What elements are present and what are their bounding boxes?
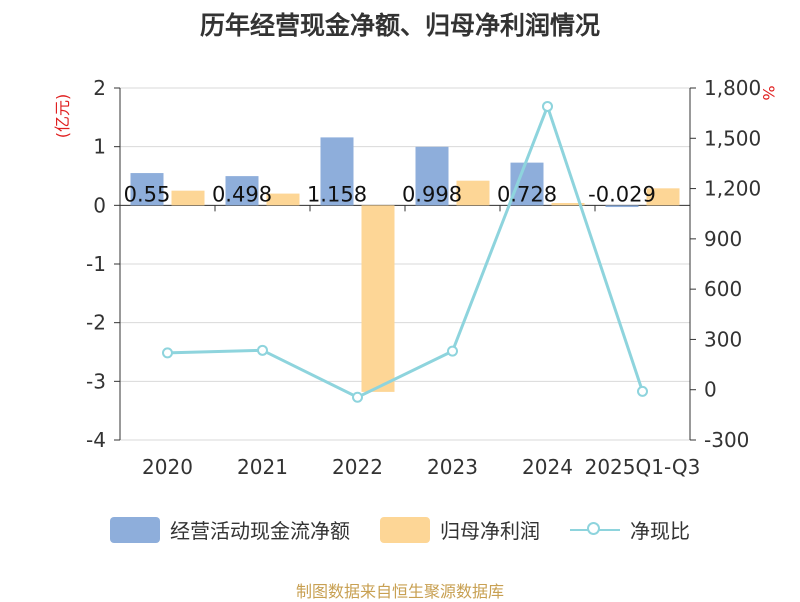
y-left-tick-label: -2 bbox=[86, 311, 106, 335]
y-right-tick-label: 1,500 bbox=[704, 126, 761, 150]
ratio-line-icon bbox=[570, 517, 620, 543]
legend-item-ratio[interactable]: 净现比 bbox=[570, 515, 690, 544]
ratio-point bbox=[352, 391, 363, 403]
y-right-tick-label: 1,200 bbox=[704, 177, 761, 201]
cashflow-bar bbox=[225, 176, 259, 206]
legend-item-netprofit[interactable]: 归母净利润 bbox=[380, 515, 540, 544]
cashflow-data-label: 0.998 bbox=[402, 182, 462, 206]
netprofit-swatch-icon bbox=[380, 516, 430, 543]
cashflow-data-label: 1.158 bbox=[307, 182, 367, 206]
x-tick-label: 2022 bbox=[332, 455, 383, 479]
ratio-point bbox=[447, 345, 458, 357]
cashflow-data-label: -0.029 bbox=[588, 182, 656, 206]
y-right-tick-label: 900 bbox=[704, 227, 742, 251]
cashflow-data-label: 0.728 bbox=[497, 182, 557, 206]
legend: 经营活动现金流净额 归母净利润 净现比 bbox=[0, 515, 800, 544]
y-left-axis-label: (亿元) bbox=[53, 94, 72, 139]
y-left-tick-label: 0 bbox=[93, 193, 106, 217]
ratio-line bbox=[167, 102, 644, 399]
netprofit-bar bbox=[456, 180, 490, 206]
y-right-tick-label: 1,800 bbox=[704, 76, 761, 100]
legend-item-cashflow[interactable]: 经营活动现金流净额 bbox=[110, 515, 350, 544]
ratio-point bbox=[162, 347, 173, 359]
netprofit-bar bbox=[361, 205, 395, 392]
x-tick-label: 2024 bbox=[522, 455, 573, 479]
y-right-tick-label: 600 bbox=[704, 277, 742, 301]
netprofit-bar bbox=[171, 190, 205, 206]
cashflow-bar bbox=[320, 137, 354, 206]
legend-label-netprofit: 归母净利润 bbox=[440, 519, 540, 543]
y-left-tick-label: 2 bbox=[93, 76, 106, 100]
y-right-tick-label: 0 bbox=[704, 378, 717, 402]
y-right-tick-label: -300 bbox=[704, 428, 749, 452]
netprofit-bar bbox=[646, 188, 680, 206]
netprofit-bar bbox=[551, 202, 585, 206]
cashflow-bar bbox=[415, 146, 449, 206]
x-tick-label: 2020 bbox=[142, 455, 193, 479]
x-tick-label: 2025Q1-Q3 bbox=[585, 455, 701, 479]
ratio-point bbox=[637, 385, 648, 397]
legend-label-ratio: 净现比 bbox=[630, 519, 690, 543]
y-left-tick-label: 1 bbox=[93, 135, 106, 159]
ratio-point bbox=[542, 100, 553, 112]
ratio-point bbox=[257, 344, 268, 356]
cashflow-data-label: 0.498 bbox=[212, 182, 272, 206]
y-right-axis-label: % bbox=[759, 85, 778, 100]
x-tick-label: 2023 bbox=[427, 455, 478, 479]
y-left-tick-label: -1 bbox=[86, 252, 106, 276]
chart-title: 历年经营现金净额、归母净利润情况 bbox=[199, 11, 600, 40]
data-source-note: 制图数据来自恒生聚源数据库 bbox=[295, 582, 504, 601]
cashflow-data-label: 0.55 bbox=[124, 182, 171, 206]
legend-label-cashflow: 经营活动现金流净额 bbox=[170, 519, 350, 543]
netprofit-bar bbox=[266, 193, 300, 206]
x-tick-label: 2021 bbox=[237, 455, 288, 479]
cashflow-bar bbox=[605, 205, 639, 208]
cashflow-bar bbox=[130, 173, 164, 206]
y-left-tick-label: -3 bbox=[86, 369, 106, 393]
y-right-tick-label: 300 bbox=[704, 327, 742, 351]
y-left-tick-label: -4 bbox=[86, 428, 106, 452]
cashflow-swatch-icon bbox=[110, 516, 160, 543]
